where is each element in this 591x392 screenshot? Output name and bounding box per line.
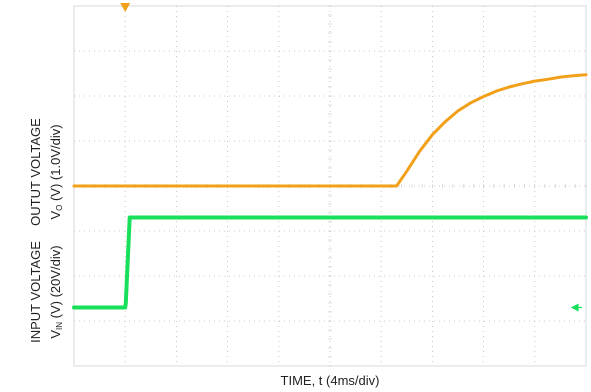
y-lower-symbol: V bbox=[48, 330, 63, 339]
y-upper-label-group: OUTUT VOLTAGE bbox=[28, 118, 43, 226]
y-upper-units: (V) (1.0V/div) bbox=[48, 124, 63, 204]
y-lower-label-line2: VIN (V) (20V/div) bbox=[48, 245, 64, 338]
x-axis-label: TIME, t (4ms/div) bbox=[281, 373, 380, 388]
input-voltage-trace bbox=[72, 215, 588, 310]
y-upper-label-line2: VO (V) (1.0V/div) bbox=[48, 124, 64, 219]
y-upper-label-line1: OUTUT VOLTAGE bbox=[28, 118, 43, 226]
trigger-marker bbox=[120, 3, 131, 12]
y-lower-label-line1: INPUT VOLTAGE bbox=[28, 241, 43, 343]
y-lower-label-group: INPUT VOLTAGE bbox=[28, 241, 43, 343]
y-upper-symbol: V bbox=[48, 211, 63, 220]
traces bbox=[72, 73, 588, 310]
markers bbox=[120, 3, 582, 312]
y-upper-label-group-2: VO (V) (1.0V/div) bbox=[48, 124, 64, 219]
output-voltage-trace bbox=[72, 73, 588, 188]
y-lower-label-group-2: VIN (V) (20V/div) bbox=[48, 245, 64, 338]
channel-ground-marker bbox=[570, 303, 582, 312]
y-lower-units: (V) (20V/div) bbox=[48, 245, 63, 322]
y-upper-symbol-sub: O bbox=[55, 205, 64, 211]
y-lower-symbol-sub: IN bbox=[55, 322, 64, 330]
